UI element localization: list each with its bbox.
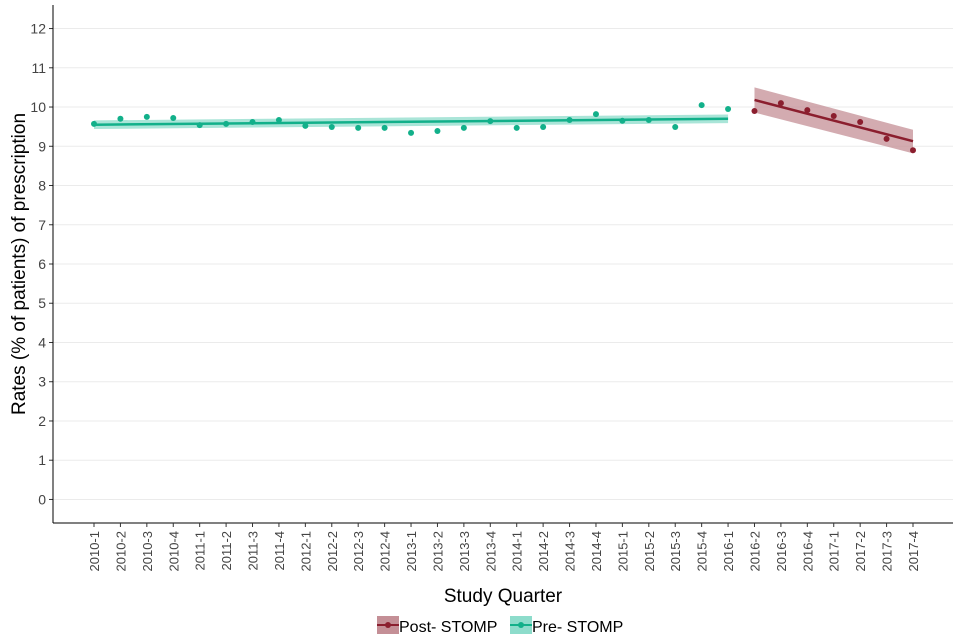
fit-line — [754, 98, 914, 143]
x-tick-label: 2017-2 — [853, 531, 868, 571]
x-tick-label: 2011-2 — [219, 531, 234, 571]
data-point — [698, 102, 705, 109]
x-tick-label: 2010-1 — [87, 531, 102, 571]
data-point — [540, 124, 547, 131]
data-point — [857, 118, 864, 125]
data-point — [408, 129, 415, 136]
data-point — [275, 116, 282, 123]
x-tick-label: 2015-2 — [642, 531, 657, 571]
data-point — [513, 124, 520, 131]
x-tick-label: 2011-4 — [272, 531, 287, 571]
x-tick-label: 2015-1 — [615, 531, 630, 571]
y-tick-label: 4 — [38, 334, 46, 350]
x-tick-label: 2014-4 — [589, 531, 604, 571]
x-tick-label: 2013-2 — [430, 531, 445, 571]
data-point — [804, 107, 811, 114]
x-tick-label: 2016-1 — [721, 531, 736, 571]
legend-key-point — [385, 622, 391, 628]
data-point — [883, 135, 890, 142]
legend-label: Post- STOMP — [399, 619, 497, 636]
y-tick-label: 7 — [38, 217, 46, 233]
x-tick-label: 2017-1 — [827, 531, 842, 571]
data-point — [645, 116, 652, 123]
data-point — [830, 113, 837, 120]
x-tick-label: 2014-2 — [536, 531, 551, 571]
legend-label: Pre- STOMP — [532, 619, 623, 636]
data-point — [672, 124, 679, 131]
legend-key-point — [518, 622, 524, 628]
data-point — [592, 111, 599, 118]
x-tick-label: 2013-1 — [404, 531, 419, 571]
x-tick-label: 2016-4 — [800, 531, 815, 571]
data-point — [355, 124, 362, 131]
x-tick-label: 2010-3 — [140, 531, 155, 571]
data-point — [223, 120, 230, 127]
y-tick-label: 1 — [38, 452, 46, 468]
y-tick-label: 9 — [38, 138, 46, 154]
y-tick-label: 5 — [38, 295, 46, 311]
x-tick-label: 2016-2 — [747, 531, 762, 571]
y-tick-label: 2 — [38, 413, 46, 429]
x-tick-label: 2016-3 — [774, 531, 789, 571]
data-point — [487, 118, 494, 125]
y-tick-label: 11 — [31, 60, 46, 76]
x-tick-label: 2010-4 — [166, 531, 181, 571]
x-tick-label: 2012-3 — [351, 531, 366, 571]
data-point — [91, 120, 97, 127]
data-point — [328, 124, 335, 131]
data-point — [725, 105, 732, 112]
y-tick-label: 8 — [38, 178, 46, 194]
x-tick-label: 2015-4 — [695, 531, 710, 571]
data-point — [143, 113, 150, 120]
x-tick-label: 2012-1 — [298, 531, 313, 571]
data-point — [566, 116, 573, 123]
x-tick-label: 2012-4 — [378, 531, 393, 571]
data-point — [434, 127, 441, 134]
y-tick-label: 12 — [30, 21, 46, 37]
x-tick-label: 2013-4 — [483, 531, 498, 571]
x-tick-label: 2014-3 — [563, 531, 578, 571]
y-tick-label: 6 — [38, 256, 46, 272]
data-point — [302, 122, 309, 129]
data-point — [381, 124, 388, 131]
data-point — [619, 117, 626, 124]
data-point — [170, 115, 177, 122]
x-tick-label: 2012-2 — [325, 531, 340, 571]
y-tick-label: 0 — [38, 491, 46, 507]
x-tick-label: 2011-1 — [193, 531, 208, 571]
y-tick-label: 3 — [38, 374, 46, 390]
data-point — [249, 118, 256, 125]
x-tick-label: 2013-3 — [457, 531, 472, 571]
x-tick-label: 2017-3 — [880, 531, 895, 571]
data-point — [910, 147, 916, 154]
data-point — [751, 107, 758, 114]
data-point — [777, 100, 784, 107]
x-tick-label: 2010-2 — [113, 531, 128, 571]
x-tick-label: 2017-4 — [906, 531, 921, 571]
data-point — [117, 115, 124, 122]
x-tick-label: 2014-1 — [510, 531, 525, 571]
x-tick-label: 2011-3 — [246, 531, 261, 571]
data-point — [460, 124, 467, 131]
x-axis-title: Study Quarter — [444, 586, 563, 607]
data-point — [196, 122, 203, 129]
y-axis-title: Rates (% of patients) of prescription — [9, 113, 30, 415]
x-tick-label: 2015-3 — [668, 531, 683, 571]
y-tick-label: 10 — [30, 99, 46, 115]
